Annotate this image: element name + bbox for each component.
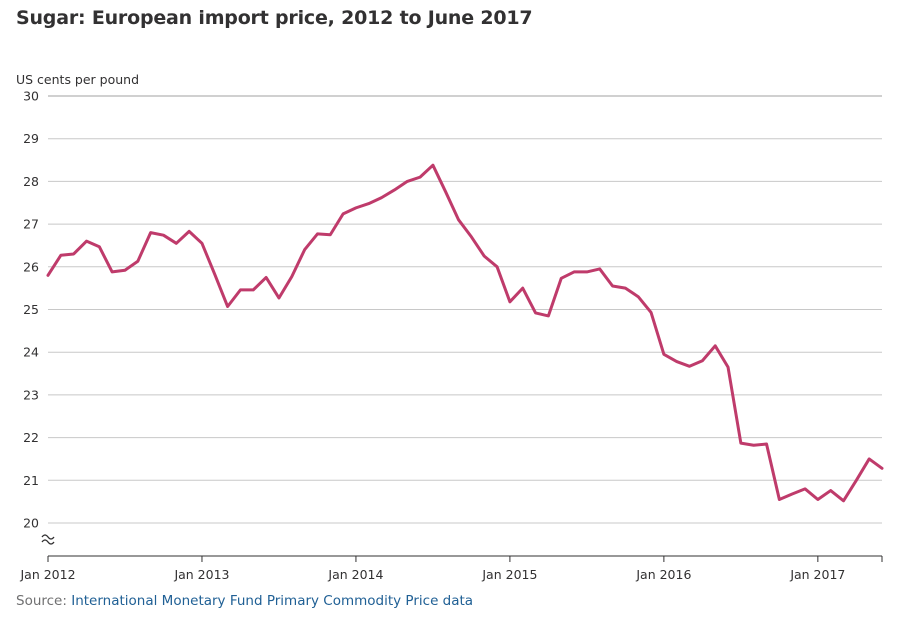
- y-tick-label: 27: [23, 217, 39, 232]
- y-tick-label: 28: [23, 174, 39, 189]
- source-prefix: Source:: [16, 593, 72, 609]
- x-tick-labels: Jan 2012 Jan 2013 Jan 2014 Jan 2015 Jan 2016…: [19, 567, 845, 582]
- x-tick-label: Jan 2016: [635, 567, 691, 582]
- x-axis: [47, 555, 883, 562]
- y-tick-label: 30: [23, 89, 39, 104]
- y-tick-label: 26: [23, 259, 39, 274]
- gridlines: [48, 95, 882, 524]
- y-tick-label: 20: [23, 516, 39, 531]
- source-link[interactable]: International Monetary Fund Primary Comm…: [71, 593, 474, 609]
- x-tick-label: Jan 2012: [19, 567, 75, 582]
- x-tick-label: Jan 2015: [481, 567, 537, 582]
- y-axis-unit-label: US cents per pound: [16, 72, 140, 87]
- y-tick-label: 23: [23, 387, 39, 402]
- chart-title: Sugar: European import price, 2012 to Ju…: [16, 7, 533, 29]
- axis-break-icon: [41, 534, 55, 545]
- y-tick-label: 24: [23, 345, 39, 360]
- source-note: Source: International Monetary Fund Prim…: [16, 593, 473, 609]
- x-tick-label: Jan 2017: [789, 567, 845, 582]
- series-line-path: [46, 163, 884, 503]
- y-tick-labels: 30 29 28 27 26 25 24 23 22 21 20: [23, 89, 39, 531]
- x-tick-label: Jan 2014: [327, 567, 383, 582]
- y-tick-label: 29: [23, 131, 39, 146]
- series-line: [46, 163, 884, 503]
- x-tick-label: Jan 2013: [173, 567, 229, 582]
- y-tick-label: 21: [23, 473, 39, 488]
- y-tick-label: 22: [23, 430, 39, 445]
- y-tick-label: 25: [23, 302, 39, 317]
